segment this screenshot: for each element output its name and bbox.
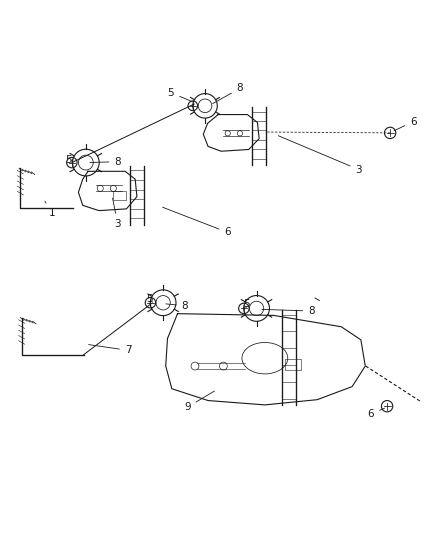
Text: 9: 9 — [184, 391, 215, 412]
Text: 6: 6 — [394, 117, 417, 131]
Text: 6: 6 — [162, 207, 231, 237]
Text: 7: 7 — [88, 345, 131, 356]
Text: 5: 5 — [146, 294, 152, 304]
Text: 8: 8 — [90, 157, 121, 167]
Text: 8: 8 — [213, 83, 243, 103]
Text: 3: 3 — [113, 198, 121, 229]
Text: 6: 6 — [367, 408, 385, 419]
Text: 5: 5 — [243, 298, 249, 309]
Text: 5: 5 — [168, 88, 192, 102]
Text: 3: 3 — [278, 136, 362, 175]
Text: 5: 5 — [65, 155, 72, 165]
Text: 1: 1 — [45, 201, 56, 218]
Text: 8: 8 — [262, 306, 315, 316]
Text: 8: 8 — [166, 301, 188, 311]
